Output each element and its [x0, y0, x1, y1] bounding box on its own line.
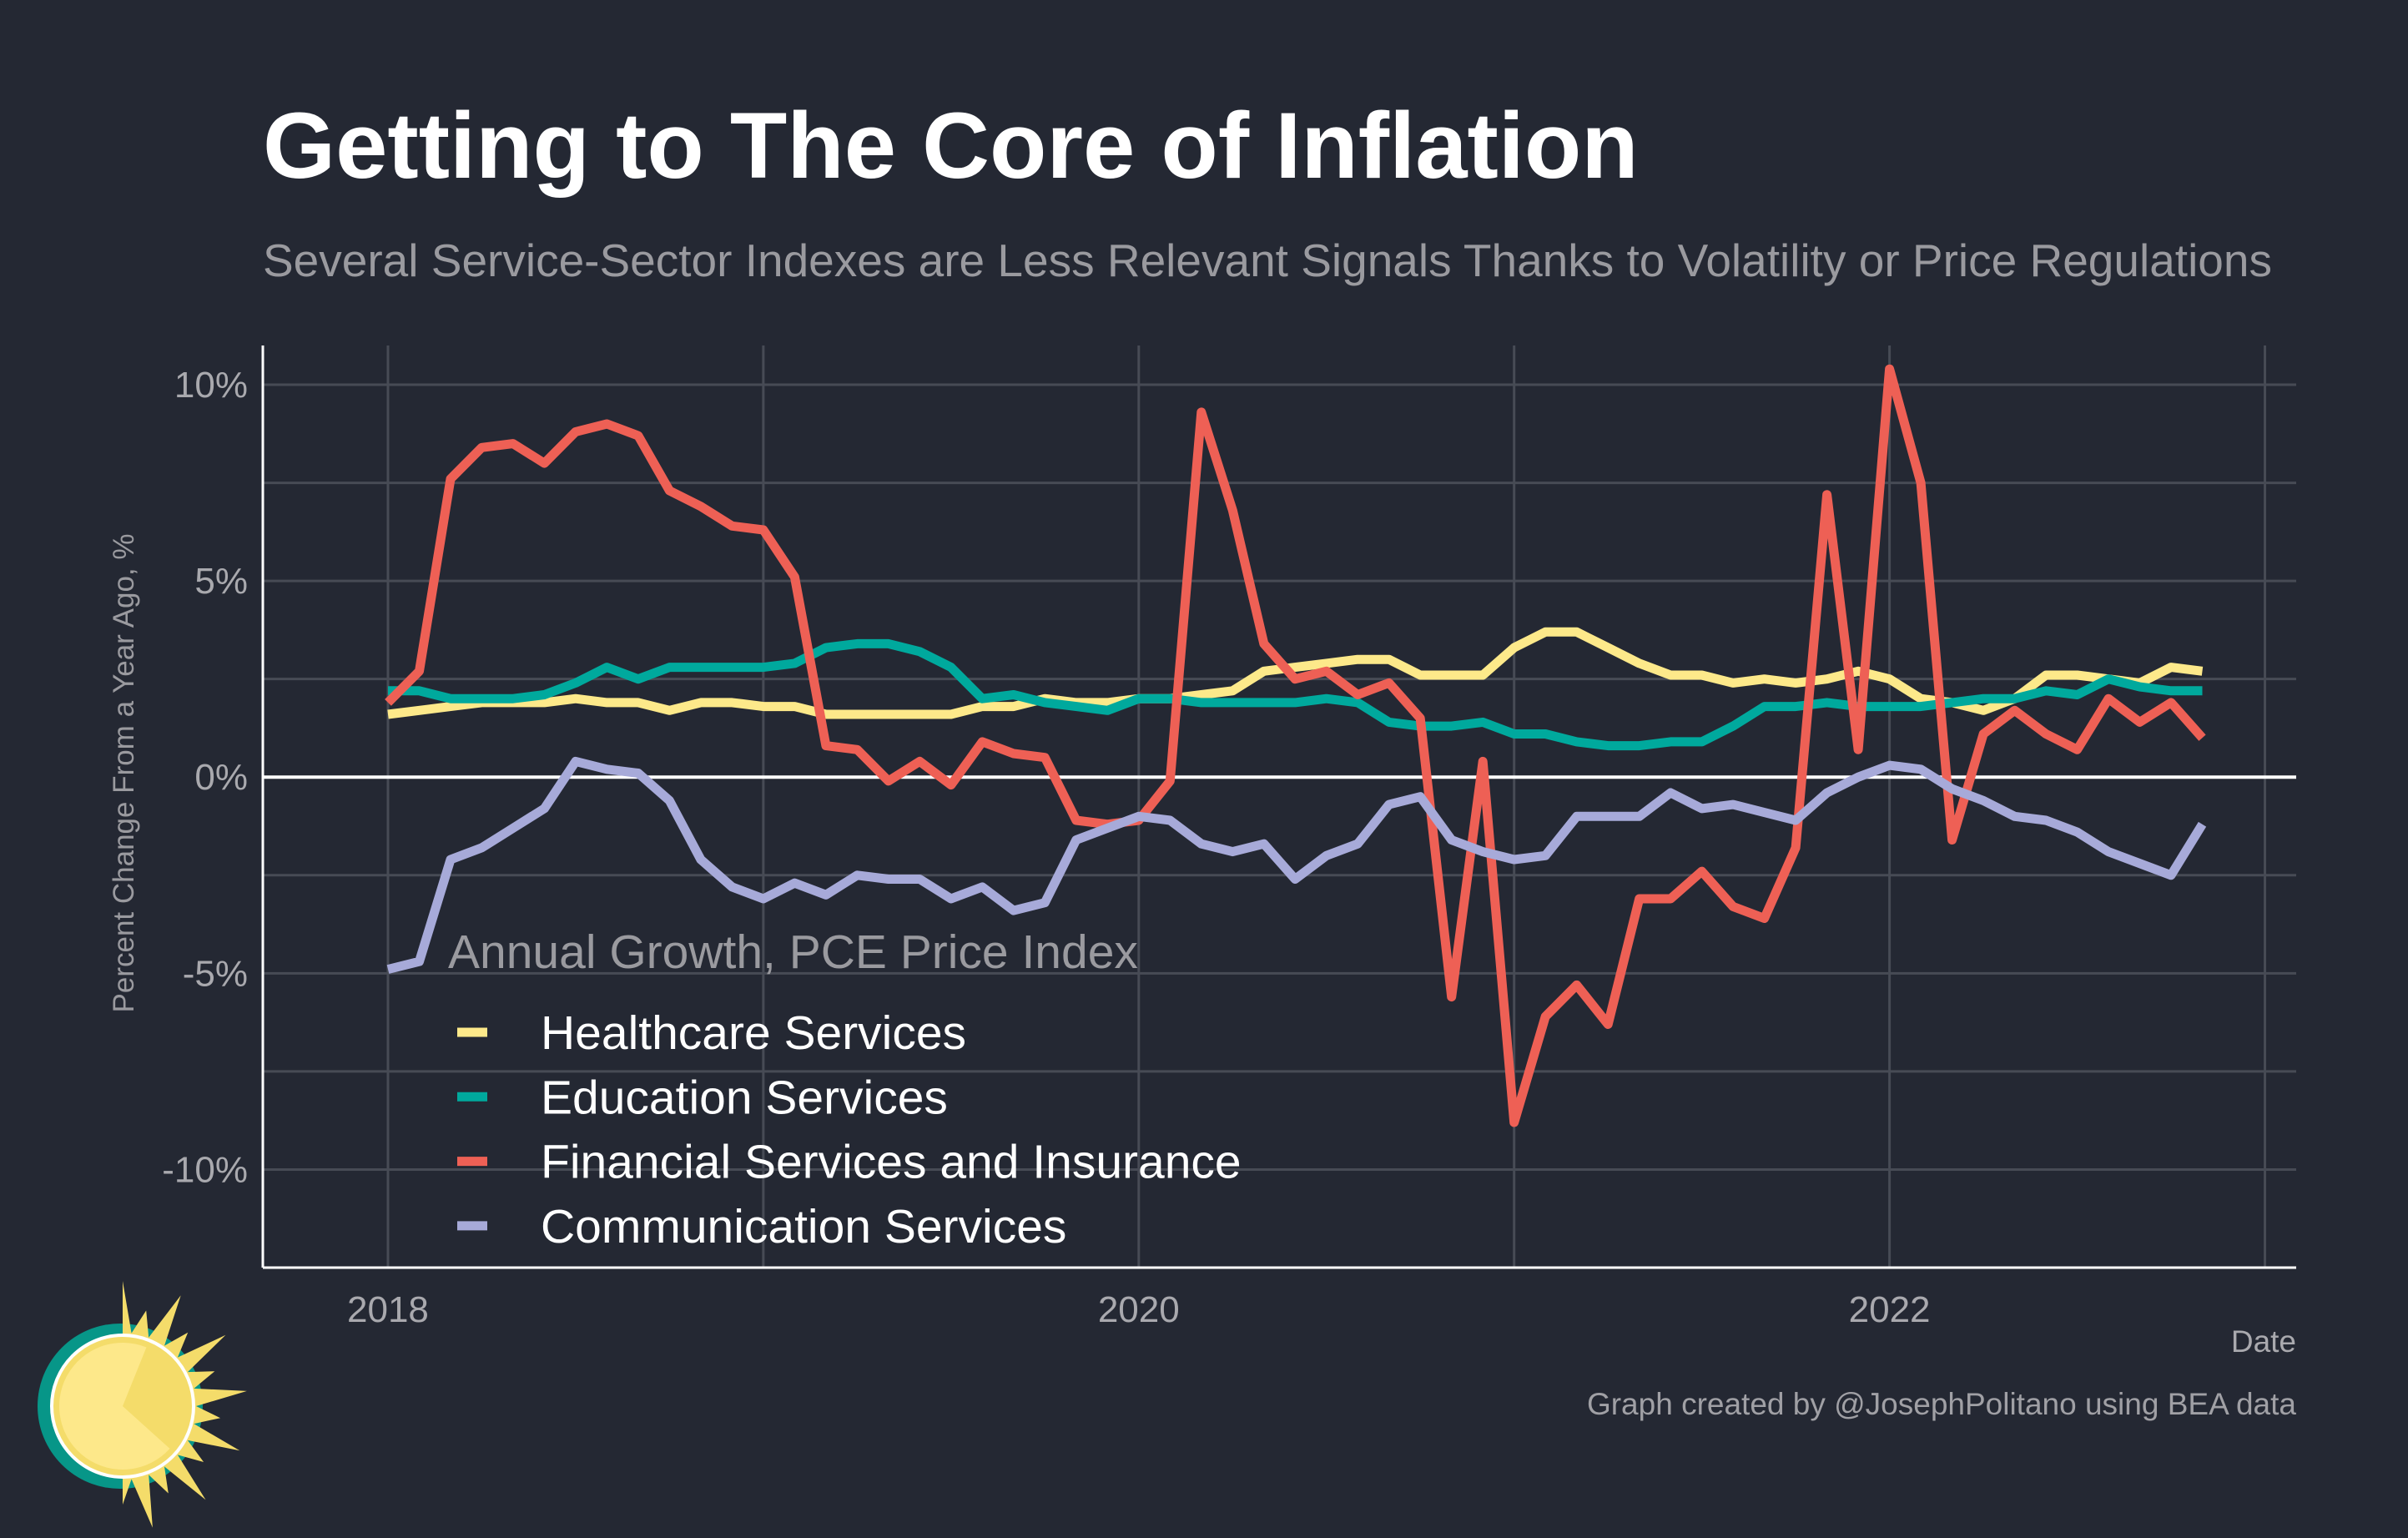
legend-label: Healthcare Services	[541, 1006, 966, 1060]
y-tick-label: 10%	[174, 365, 248, 406]
sun-logo-icon	[38, 1281, 247, 1528]
series-line-education-services	[388, 638, 2203, 751]
x-axis-title: Date	[2231, 1324, 2296, 1359]
grid	[263, 345, 2296, 1269]
legend: Annual Growth, PCE Price Index Healthcare…	[448, 925, 1242, 1253]
source-caption: Graph created by @JosephPolitano using B…	[1586, 1387, 2296, 1421]
chart-title: Getting to The Core of Inflation	[263, 93, 1639, 198]
series-line-financial-services-and-insurance	[385, 364, 2206, 1127]
y-axis-title: Percent Change From a Year Ago, %	[108, 534, 140, 1013]
chart-subtitle: Several Service-Sector Indexes are Less …	[263, 234, 2272, 286]
y-tick-label: -5%	[183, 953, 248, 994]
axes: 10% 5% 0% -5% -10% 2018 2020 2022 Date Percent Ch…	[108, 345, 2296, 1359]
y-tick-label: -10%	[162, 1149, 248, 1190]
series-lines	[385, 364, 2207, 1127]
legend-label: Financial Services and Insurance	[541, 1136, 1242, 1189]
legend-title: Annual Growth, PCE Price Index	[448, 925, 1138, 979]
y-tick-label: 0%	[194, 757, 248, 798]
legend-label: Communication Services	[541, 1200, 1066, 1253]
logo-slice	[58, 1343, 170, 1470]
series-line-healthcare-services	[387, 627, 2204, 719]
y-tick-label: 5%	[194, 561, 248, 602]
x-tick-label: 2022	[1849, 1289, 1931, 1330]
x-tick-label: 2020	[1098, 1289, 1180, 1330]
legend-label: Education Services	[541, 1071, 948, 1124]
series-line-communication-services	[386, 756, 2207, 974]
x-tick-label: 2018	[347, 1289, 429, 1330]
